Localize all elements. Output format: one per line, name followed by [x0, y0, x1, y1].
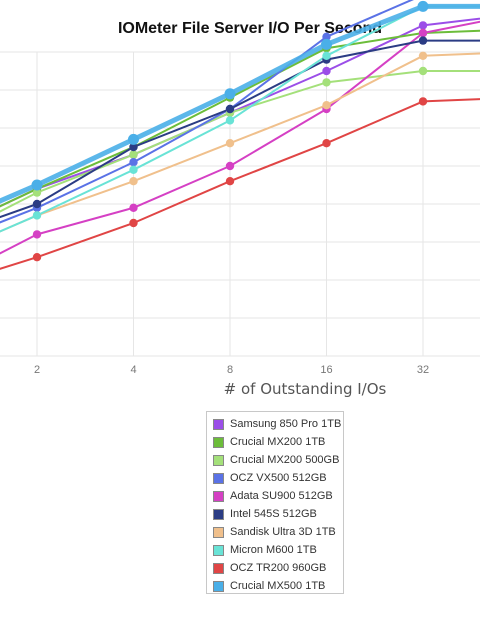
data-point	[225, 161, 235, 171]
data-point	[129, 218, 138, 228]
legend-swatch	[213, 580, 224, 592]
legend-label: OCZ TR200 960GB	[230, 562, 327, 574]
data-point	[128, 133, 139, 145]
data-point	[322, 101, 331, 110]
x-tick-label: 2	[34, 364, 40, 376]
data-point	[32, 253, 42, 262]
legend: Samsung 850 Pro 1TB Crucial MX200 1TB Cruc…	[206, 411, 344, 594]
data-point	[32, 199, 42, 209]
data-point	[418, 51, 428, 60]
data-point	[129, 150, 138, 159]
x-tick-label: 16	[320, 364, 332, 376]
data-point	[224, 88, 236, 100]
data-point	[418, 36, 428, 45]
data-point	[129, 142, 138, 152]
legend-label: Micron M600 1TB	[230, 544, 317, 556]
data-point	[418, 97, 428, 106]
data-point	[225, 104, 235, 114]
legend-swatch	[213, 562, 224, 574]
legend-item[interactable]: Sandisk Ultra 3D 1TB	[207, 523, 343, 541]
data-point	[225, 116, 235, 125]
legend-swatch	[213, 490, 224, 502]
data-point	[32, 188, 42, 197]
legend-swatch	[213, 508, 224, 520]
legend-item[interactable]: Crucial MX500 1TB	[207, 577, 343, 595]
data-point	[32, 230, 42, 239]
legend-swatch	[213, 526, 224, 538]
series-line	[0, 3, 480, 204]
data-point	[418, 21, 428, 30]
data-point	[225, 139, 235, 148]
data-point	[225, 177, 235, 186]
legend-label: Crucial MX500 1TB	[230, 580, 326, 592]
legend-label: Crucial MX200 500GB	[230, 454, 340, 466]
data-point	[129, 203, 138, 212]
series-line	[0, 17, 480, 208]
series-line	[0, 98, 480, 270]
data-point	[129, 177, 138, 186]
data-point	[129, 165, 138, 174]
series-line	[0, 70, 480, 213]
legend-item[interactable]: Micron M600 1TB	[207, 541, 343, 559]
data-point	[322, 78, 331, 87]
legend-item[interactable]: Crucial MX200 1TB	[207, 433, 343, 451]
data-point	[417, 0, 429, 12]
data-point	[418, 66, 428, 76]
x-tick-label: 32	[417, 364, 429, 376]
legend-item[interactable]: Samsung 850 Pro 1TB	[207, 415, 343, 433]
legend-label: Crucial MX200 1TB	[230, 436, 326, 448]
series-line	[0, 20, 480, 255]
series-lines	[0, 0, 480, 270]
legend-swatch	[213, 472, 224, 484]
data-point	[129, 158, 138, 167]
legend-label: Sandisk Ultra 3D 1TB	[230, 526, 336, 538]
legend-label: Intel 545S 512GB	[230, 508, 317, 520]
line-chart-plot: 12481632	[0, 0, 480, 376]
legend-item[interactable]: Crucial MX200 500GB	[207, 451, 343, 469]
series-line	[0, 52, 480, 233]
data-point	[322, 139, 331, 148]
legend-swatch	[213, 544, 224, 556]
legend-item[interactable]: Intel 545S 512GB	[207, 505, 343, 523]
data-point	[31, 179, 43, 191]
data-point	[322, 32, 331, 41]
legend-label: Adata SU900 512GB	[230, 490, 333, 502]
series-line	[0, 0, 414, 224]
x-axis-label: # of Outstanding I/Os	[223, 380, 387, 398]
legend-item[interactable]: OCZ VX500 512GB	[207, 469, 343, 487]
chart-title: IOMeter File Server I/O Per Second	[117, 20, 383, 37]
data-point	[322, 66, 331, 76]
legend-swatch	[213, 436, 224, 448]
data-point	[418, 28, 428, 38]
data-point	[32, 211, 42, 220]
x-tick-label: 8	[227, 364, 233, 376]
x-tick-label: 4	[130, 364, 136, 376]
x-tick-labels: 12481632	[34, 364, 429, 376]
legend-swatch	[213, 418, 224, 430]
data-point	[322, 51, 331, 60]
legend-label: OCZ VX500 512GB	[230, 472, 327, 484]
legend-item[interactable]: OCZ TR200 960GB	[207, 559, 343, 577]
data-point	[321, 38, 332, 50]
series-points	[31, 0, 429, 262]
legend-label: Samsung 850 Pro 1TB	[230, 418, 342, 430]
legend-swatch	[213, 454, 224, 466]
legend-item[interactable]: Adata SU900 512GB	[207, 487, 343, 505]
